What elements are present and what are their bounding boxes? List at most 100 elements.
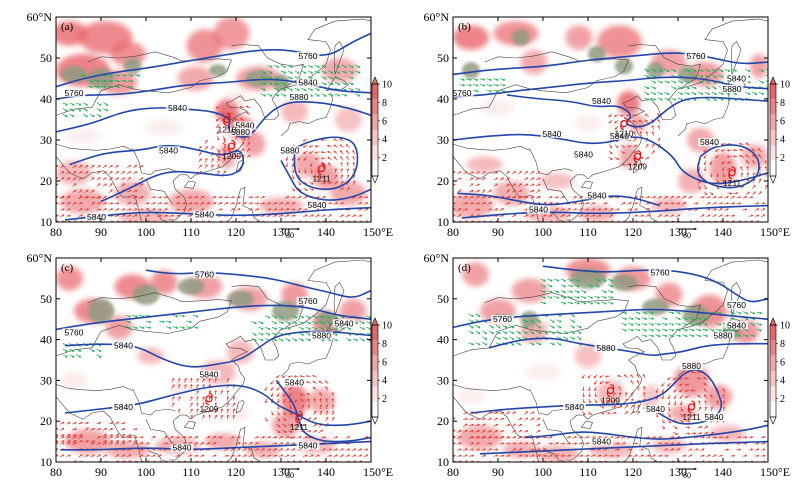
contour-label: 5840 <box>87 212 106 222</box>
y-tick-label: 20 <box>40 174 52 188</box>
x-tick-label: 80 <box>50 225 62 239</box>
contour-label: 5840 <box>588 190 607 200</box>
panel-label: (c) <box>61 262 74 274</box>
contour-label: 5840 <box>195 210 214 220</box>
y-tick-label: 30 <box>40 133 52 147</box>
panel-label: (b) <box>458 21 471 33</box>
x-tick-label: 110 <box>579 225 597 239</box>
x-tick-label: 140 <box>317 465 335 479</box>
contour-label: 5840 <box>308 200 327 210</box>
colorbar: 2 4 6 8 10 <box>769 317 790 425</box>
typhoon-marker-1211: 1211 <box>312 162 331 184</box>
x-tick-label: 120 <box>227 225 245 239</box>
x-tick-label: 140 <box>317 225 335 239</box>
colorbar-tick-label: 8 <box>382 98 387 109</box>
green-overlay <box>520 268 741 340</box>
contour-label: 5840 <box>299 441 318 451</box>
typhoon-id-label: 1209 <box>200 404 219 414</box>
colorbar-tick-label: 6 <box>780 357 785 368</box>
y-tick-label: 10 <box>437 455 449 469</box>
colorbar-tick-label: 8 <box>382 339 387 350</box>
contour-label: 5840 <box>299 78 318 88</box>
panel-label: (a) <box>61 21 74 33</box>
colorbar: 2 4 6 8 10 <box>371 76 392 184</box>
contour-label: 5840 <box>285 377 304 387</box>
colorbar-tick-label: 6 <box>780 116 785 127</box>
contour-label: 5840 <box>159 145 178 155</box>
contour-label: 5840 <box>574 149 593 159</box>
x-tick-label: 100 <box>534 465 552 479</box>
typhoon-id-label: 1210 <box>615 129 634 139</box>
typhoon-marker-1209: 1209 <box>200 392 219 414</box>
contour-label: 5840 <box>335 318 354 328</box>
x-tick-label: 100 <box>137 465 155 479</box>
contour-label: 5840 <box>543 129 562 139</box>
y-tick-label: 10 <box>437 215 449 229</box>
x-tick-label: 110 <box>182 465 200 479</box>
contour-label: 5840 <box>114 402 133 412</box>
colorbar-tick-label: 4 <box>382 135 387 146</box>
contour-label: 5880 <box>714 331 733 341</box>
x-tick-label: 90 <box>95 225 107 239</box>
reference-vector-label: 80 <box>286 471 294 480</box>
x-tick-label: 120 <box>227 465 245 479</box>
typhoon-marker-1209: 1209 <box>601 384 620 406</box>
typhoon-marker-1211: 1211 <box>290 410 309 432</box>
contour-label: 5840 <box>200 369 219 379</box>
x-tick-label: 80 <box>50 465 62 479</box>
contour-label: 5840 <box>592 437 611 447</box>
contour-label: 5840 <box>727 320 746 330</box>
contour-label: 5760 <box>651 267 670 277</box>
colorbar-tick-label: 8 <box>780 98 785 109</box>
typhoon-marker-1211: 1211 <box>723 166 742 188</box>
map-panel-c: 5760 5760 5760 5840 5880 5840 5840 5840 5840 5840… <box>27 251 394 480</box>
colorbar-tick-label: 4 <box>780 135 785 146</box>
typhoon-marker-1211: 1211 <box>682 400 701 422</box>
panel-frame <box>55 257 372 463</box>
x-tick-label: 150°E <box>363 465 393 479</box>
wind-vectors-red <box>56 374 369 462</box>
panel-frame <box>55 16 372 223</box>
green-overlay <box>462 29 696 83</box>
y-tick-label: 40 <box>437 92 449 106</box>
x-tick-label: 90 <box>492 225 504 239</box>
colorbar-tick-label: 4 <box>780 376 785 387</box>
x-tick-label: 150°E <box>760 465 790 479</box>
y-tick-label: 30 <box>40 373 52 387</box>
x-tick-label: 130 <box>272 225 290 239</box>
x-tick-label: 110 <box>579 465 597 479</box>
panel-frame <box>452 257 769 463</box>
reference-vector-label: 80 <box>683 231 691 240</box>
colorbar-tick-label: 10 <box>382 321 392 332</box>
typhoon-marker-1210: 1210 <box>615 117 634 139</box>
y-tick-label: 20 <box>437 414 449 428</box>
y-tick-label: 20 <box>437 174 449 188</box>
y-tick-label: 50 <box>437 292 449 306</box>
typhoon-marker-1210: 1210 <box>218 112 237 135</box>
x-tick-label: 140 <box>714 465 732 479</box>
colorbar: 2 4 6 8 10 <box>371 317 392 425</box>
x-tick-label: 150°E <box>760 225 790 239</box>
x-tick-label: 100 <box>137 225 155 239</box>
y-tick-label: 40 <box>437 333 449 347</box>
contour-label: 5880 <box>281 145 300 155</box>
contour-label: 5760 <box>727 300 746 310</box>
typhoon-id-label: 1211 <box>682 412 701 422</box>
wind-vectors-red <box>56 105 369 222</box>
y-tick-label: 60°N <box>424 10 450 24</box>
contour-label: 5840 <box>646 404 665 414</box>
contour-label: 5760 <box>493 314 512 324</box>
x-tick-label: 110 <box>182 225 200 239</box>
contour-label: 5840 <box>114 341 133 351</box>
contour-label: 5840 <box>236 121 255 131</box>
x-tick-label: 90 <box>95 465 107 479</box>
contour-label: 5840 <box>610 131 629 141</box>
typhoon-id-label: 1211 <box>723 178 742 188</box>
x-tick-label: 150°E <box>363 225 393 239</box>
typhoon-id-label: 1211 <box>290 422 309 432</box>
contour-label: 5880 <box>312 331 331 341</box>
typhoon-id-label: 1211 <box>312 174 331 184</box>
